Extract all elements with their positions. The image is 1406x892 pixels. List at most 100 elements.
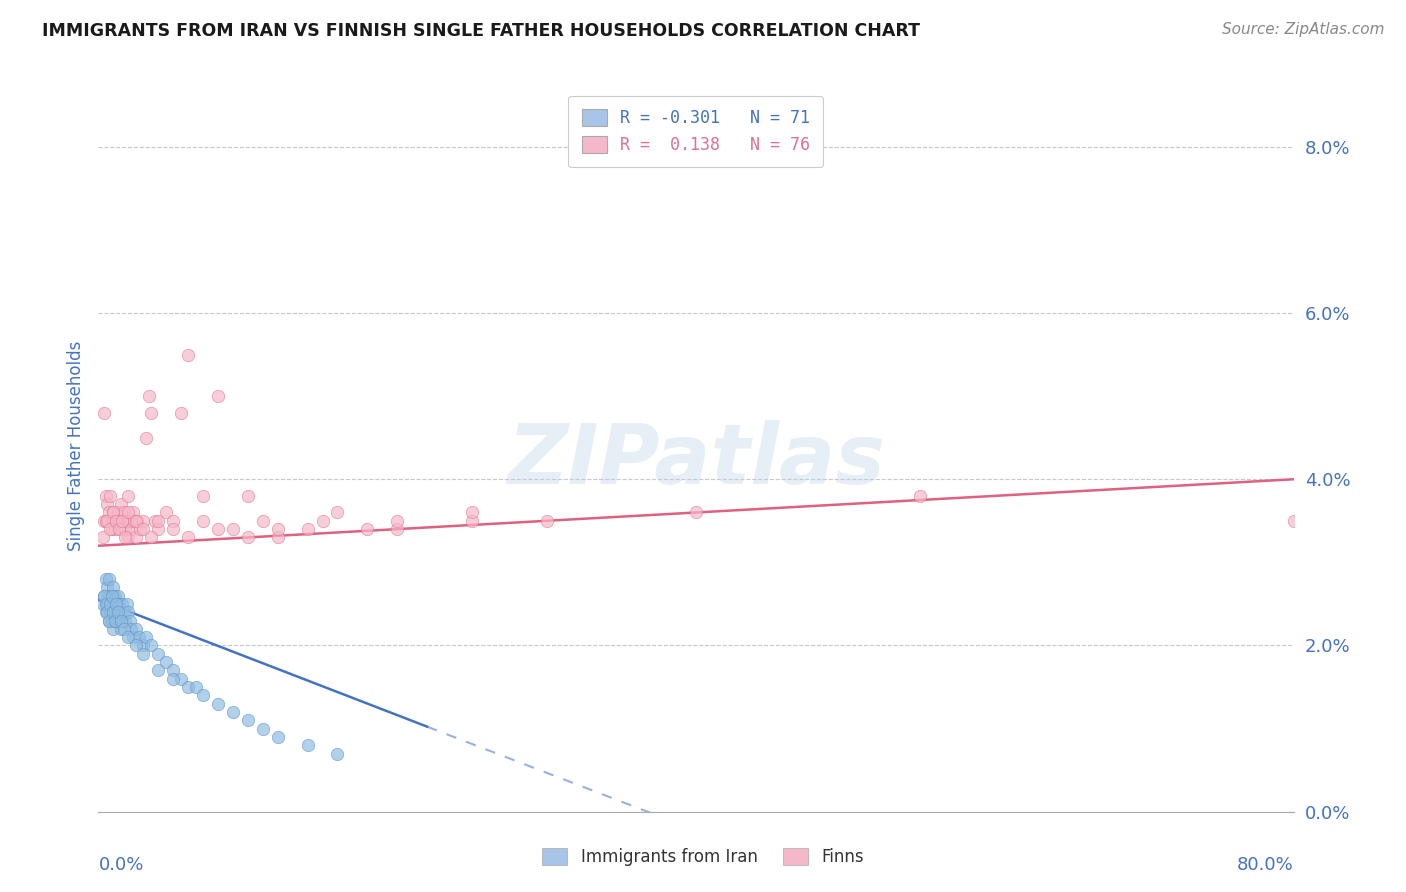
Point bbox=[101, 589, 124, 603]
Point bbox=[97, 614, 120, 628]
Point bbox=[103, 514, 125, 528]
Point bbox=[139, 406, 162, 420]
Point bbox=[98, 489, 122, 503]
Point bbox=[112, 506, 135, 520]
Point bbox=[129, 522, 152, 536]
Point bbox=[162, 672, 184, 686]
Point bbox=[267, 530, 290, 544]
Point bbox=[96, 605, 118, 619]
Point bbox=[685, 506, 707, 520]
Point bbox=[104, 614, 127, 628]
Point bbox=[103, 597, 125, 611]
Point bbox=[107, 605, 129, 619]
Point bbox=[184, 680, 207, 694]
Point bbox=[139, 530, 162, 544]
Point bbox=[93, 589, 115, 603]
Point bbox=[121, 630, 143, 644]
Point bbox=[98, 522, 122, 536]
Point bbox=[108, 614, 131, 628]
Point bbox=[117, 506, 139, 520]
Point bbox=[115, 514, 138, 528]
Point bbox=[111, 514, 134, 528]
Point bbox=[177, 680, 200, 694]
Point bbox=[96, 514, 118, 528]
Point bbox=[105, 514, 128, 528]
Point bbox=[103, 506, 125, 520]
Point bbox=[118, 514, 141, 528]
Point bbox=[252, 722, 274, 736]
Point bbox=[148, 514, 170, 528]
Point bbox=[112, 605, 135, 619]
Point bbox=[110, 622, 132, 636]
Point bbox=[124, 514, 146, 528]
Point bbox=[110, 614, 132, 628]
Point bbox=[177, 347, 200, 362]
Point bbox=[97, 506, 120, 520]
Point bbox=[112, 622, 135, 636]
Point bbox=[267, 730, 290, 744]
Point bbox=[139, 639, 162, 653]
Point bbox=[461, 514, 484, 528]
Point bbox=[101, 589, 124, 603]
Point bbox=[132, 639, 155, 653]
Point bbox=[177, 530, 200, 544]
Point bbox=[110, 605, 132, 619]
Point bbox=[162, 514, 184, 528]
Point bbox=[94, 514, 117, 528]
Point bbox=[135, 431, 157, 445]
Point bbox=[148, 647, 170, 661]
Point bbox=[162, 522, 184, 536]
Point bbox=[908, 489, 931, 503]
Point bbox=[132, 647, 155, 661]
Point bbox=[94, 597, 117, 611]
Point bbox=[169, 672, 191, 686]
Point bbox=[111, 597, 134, 611]
Point bbox=[1282, 514, 1305, 528]
Point bbox=[356, 522, 378, 536]
Point bbox=[107, 506, 129, 520]
Point bbox=[115, 597, 138, 611]
Point bbox=[169, 406, 191, 420]
Point bbox=[207, 522, 229, 536]
Point bbox=[236, 714, 259, 728]
Point bbox=[108, 597, 131, 611]
Point bbox=[297, 738, 319, 752]
Point bbox=[98, 597, 122, 611]
Point bbox=[103, 506, 125, 520]
Point bbox=[297, 522, 319, 536]
Point bbox=[118, 614, 141, 628]
Point bbox=[94, 489, 117, 503]
Point bbox=[236, 530, 259, 544]
Point bbox=[191, 489, 214, 503]
Point bbox=[98, 597, 122, 611]
Point bbox=[105, 614, 128, 628]
Point bbox=[98, 605, 122, 619]
Point bbox=[111, 514, 134, 528]
Point bbox=[108, 514, 131, 528]
Point bbox=[96, 597, 118, 611]
Point bbox=[101, 614, 124, 628]
Point bbox=[155, 655, 177, 669]
Point bbox=[104, 589, 127, 603]
Point bbox=[222, 522, 245, 536]
Point bbox=[93, 406, 115, 420]
Point bbox=[267, 522, 290, 536]
Point bbox=[114, 530, 136, 544]
Legend: Immigrants from Iran, Finns: Immigrants from Iran, Finns bbox=[534, 840, 872, 875]
Point bbox=[311, 514, 333, 528]
Point bbox=[107, 605, 129, 619]
Point bbox=[191, 514, 214, 528]
Legend: R = -0.301   N = 71, R =  0.138   N = 76: R = -0.301 N = 71, R = 0.138 N = 76 bbox=[568, 96, 824, 168]
Point bbox=[117, 489, 139, 503]
Point bbox=[143, 514, 166, 528]
Point bbox=[93, 514, 115, 528]
Point bbox=[207, 389, 229, 403]
Point bbox=[91, 530, 114, 544]
Text: 0.0%: 0.0% bbox=[98, 855, 143, 873]
Point bbox=[96, 497, 118, 511]
Point bbox=[117, 530, 139, 544]
Point bbox=[138, 389, 160, 403]
Point bbox=[114, 614, 136, 628]
Point bbox=[110, 522, 132, 536]
Point bbox=[110, 497, 132, 511]
